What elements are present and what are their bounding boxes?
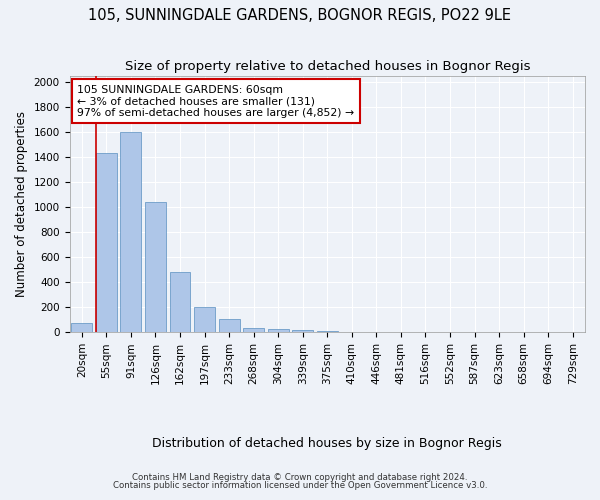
Title: Size of property relative to detached houses in Bognor Regis: Size of property relative to detached ho… [125,60,530,73]
Bar [96,153,117,332]
Bar [268,329,289,332]
Bar [71,323,92,332]
Bar [121,132,142,332]
Bar [243,328,264,332]
Bar [292,330,313,332]
Text: 105, SUNNINGDALE GARDENS, BOGNOR REGIS, PO22 9LE: 105, SUNNINGDALE GARDENS, BOGNOR REGIS, … [89,8,511,22]
Text: Contains HM Land Registry data © Crown copyright and database right 2024.: Contains HM Land Registry data © Crown c… [132,473,468,482]
Bar [218,319,239,332]
Y-axis label: Number of detached properties: Number of detached properties [15,111,28,297]
Bar [194,308,215,332]
Bar [317,331,338,332]
Text: 105 SUNNINGDALE GARDENS: 60sqm
← 3% of detached houses are smaller (131)
97% of : 105 SUNNINGDALE GARDENS: 60sqm ← 3% of d… [77,84,355,117]
X-axis label: Distribution of detached houses by size in Bognor Regis: Distribution of detached houses by size … [152,437,502,450]
Text: Contains public sector information licensed under the Open Government Licence v3: Contains public sector information licen… [113,482,487,490]
Bar [145,202,166,332]
Bar [170,272,190,332]
